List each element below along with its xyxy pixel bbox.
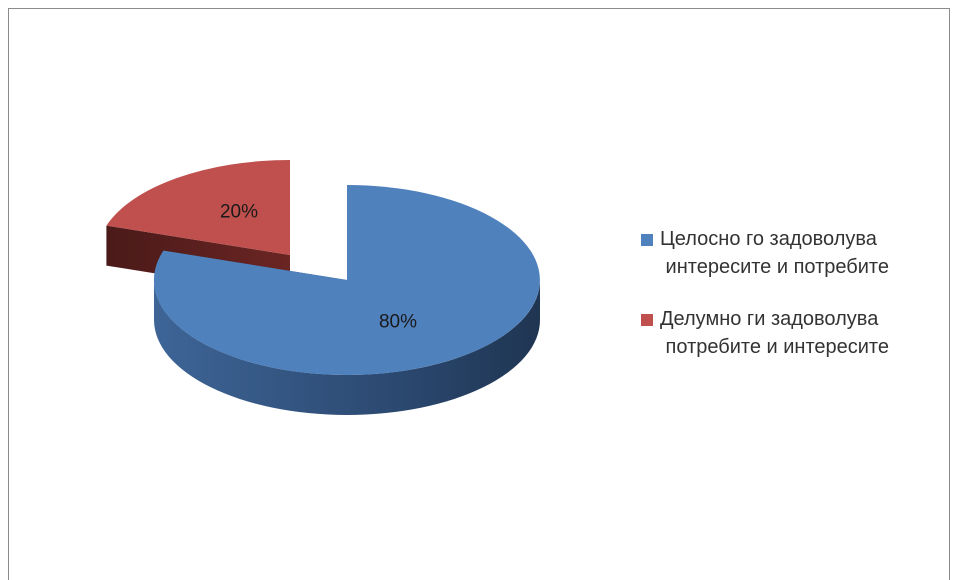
slice-wall <box>154 280 540 415</box>
legend: Целосно го задоволува интересите и потре… <box>641 228 889 358</box>
slice <box>106 159 291 255</box>
legend-label: Делумно ги задоволува потребите и интере… <box>660 308 889 358</box>
data-label: 80% <box>379 311 417 332</box>
legend-swatch <box>641 234 653 246</box>
legend-swatch <box>641 314 653 326</box>
data-label: 20% <box>220 202 258 223</box>
pie: 80% 20% <box>106 159 540 415</box>
slice <box>153 185 540 375</box>
legend-label: Целосно го задоволува интересите и потре… <box>660 228 889 278</box>
